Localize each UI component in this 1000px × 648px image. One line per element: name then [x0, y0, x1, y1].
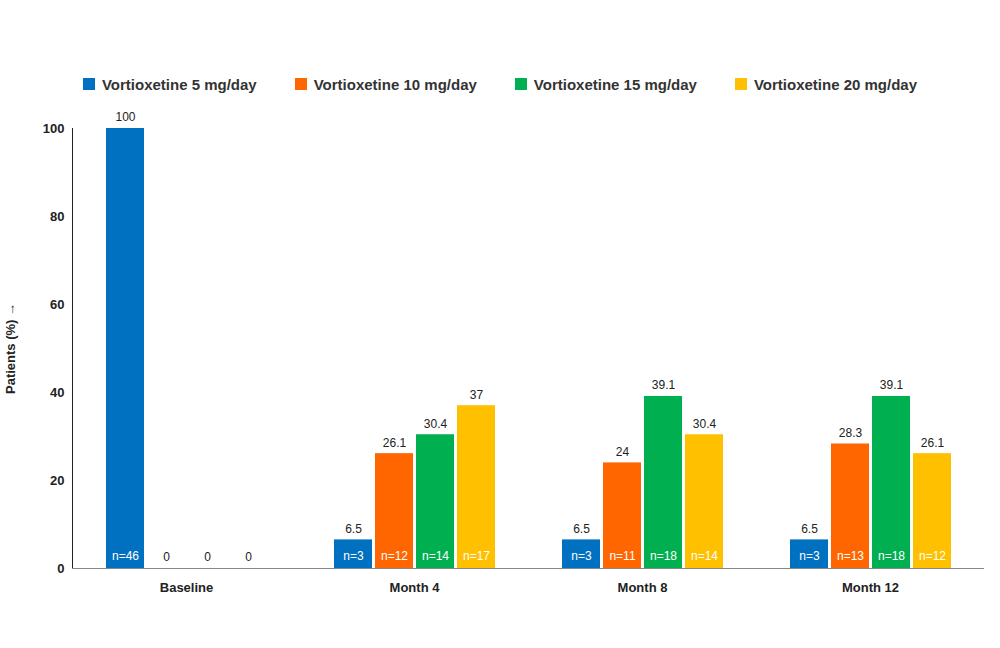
svg-text:37: 37	[470, 388, 484, 402]
svg-text:n=17: n=17	[463, 549, 490, 563]
svg-text:6.5: 6.5	[345, 522, 362, 536]
html-text:Vortioxetine 20 mg/day: Vortioxetine 20 mg/day	[753, 75, 917, 93]
svg-text:n=14: n=14	[422, 549, 449, 563]
svg-text:20: 20	[50, 473, 64, 488]
svg-text:39.1: 39.1	[880, 378, 904, 392]
svg-text:6.5: 6.5	[573, 522, 590, 536]
svg-text:30.4: 30.4	[693, 417, 717, 431]
html-text:Vortioxetine 15 mg/day: Vortioxetine 15 mg/day	[533, 75, 697, 93]
svg-text:Month 8: Month 8	[618, 580, 668, 595]
svg-text:6.5: 6.5	[801, 522, 818, 536]
svg-text:n=14: n=14	[691, 549, 718, 563]
svg-text:30.4: 30.4	[424, 417, 448, 431]
svg-text:n=12: n=12	[381, 549, 408, 563]
svg-text:n=18: n=18	[878, 549, 905, 563]
svg-text:0: 0	[245, 550, 252, 564]
svg-text:100: 100	[115, 110, 135, 124]
svg-text:24: 24	[616, 445, 630, 459]
svg-text:26.1: 26.1	[921, 436, 945, 450]
svg-text:39.1: 39.1	[652, 378, 676, 392]
svg-text:n=13: n=13	[837, 549, 864, 563]
svg-text:Patients (%) →: Patients (%) →	[3, 303, 18, 394]
svg-text:28.3: 28.3	[839, 426, 863, 440]
svg-text:80: 80	[50, 209, 64, 224]
svg-text:60: 60	[50, 297, 64, 312]
svg-text:n=3: n=3	[799, 549, 820, 563]
svg-text:26.1: 26.1	[383, 436, 407, 450]
svg-text:Month 12: Month 12	[842, 580, 899, 595]
svg-text:n=12: n=12	[919, 549, 946, 563]
html-text:Vortioxetine 10 mg/day: Vortioxetine 10 mg/day	[313, 75, 477, 93]
html-text:Vortioxetine 5 mg/day: Vortioxetine 5 mg/day	[102, 75, 257, 93]
svg-text:Month 4: Month 4	[390, 580, 441, 595]
svg-text:n=3: n=3	[571, 549, 592, 563]
svg-text:n=3: n=3	[343, 549, 364, 563]
svg-text:100: 100	[43, 121, 65, 136]
svg-text:n=11: n=11	[609, 549, 635, 563]
svg-text:0: 0	[57, 561, 64, 576]
svg-text:40: 40	[50, 385, 64, 400]
svg-text:Baseline: Baseline	[160, 580, 213, 595]
svg-text:0: 0	[163, 550, 170, 564]
svg-text:0: 0	[204, 550, 211, 564]
svg-text:n=46: n=46	[112, 549, 139, 563]
svg-text:n=18: n=18	[650, 549, 677, 563]
